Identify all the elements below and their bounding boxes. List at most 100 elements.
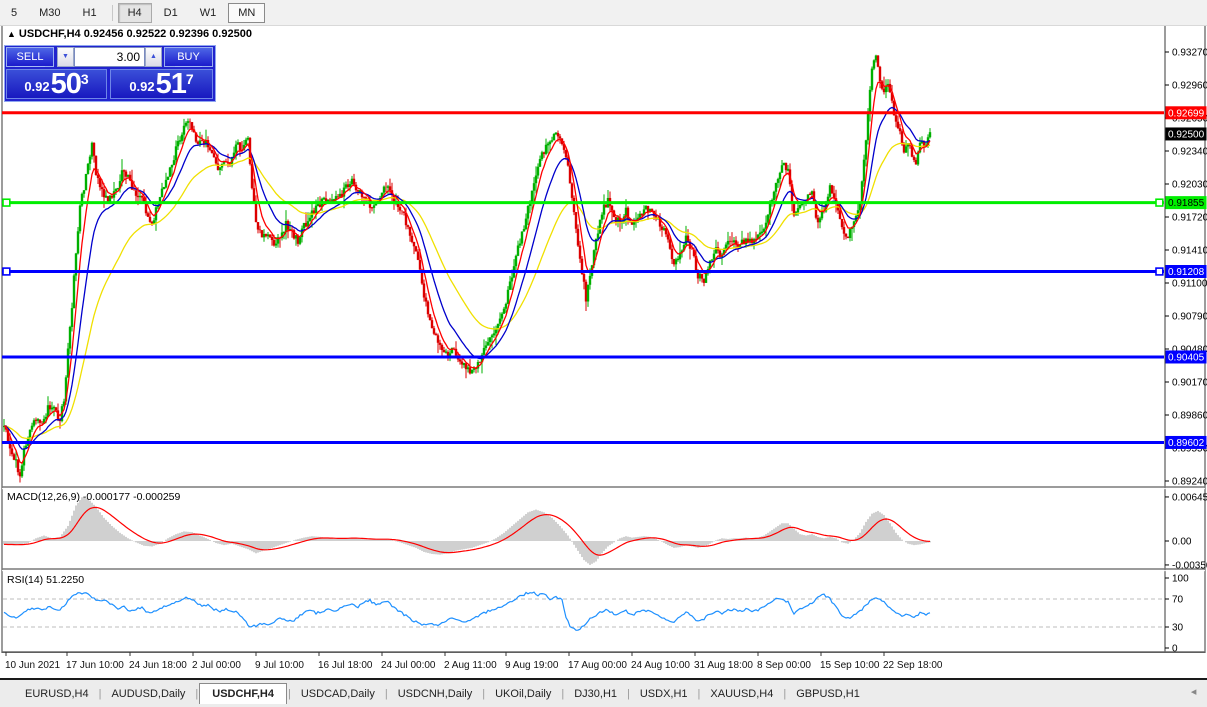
tab-separator: | <box>288 687 291 700</box>
svg-text:9 Aug 19:00: 9 Aug 19:00 <box>505 660 559 671</box>
svg-text:0.90790: 0.90790 <box>1172 312 1207 323</box>
svg-text:0.89550: 0.89550 <box>1172 444 1207 455</box>
rsi-label: RSI(14) 51.2250 <box>7 574 85 586</box>
tab-separator: | <box>482 687 486 700</box>
buy-price-pip: 7 <box>185 71 194 87</box>
svg-text:100: 100 <box>1172 574 1189 585</box>
time-axis: 10 Jun 2021 17 Jun 10:00 24 Jun 18:00 2 Jul… <box>5 652 943 671</box>
svg-text:0.92500: 0.92500 <box>1168 130 1205 141</box>
buy-price-display[interactable]: 0.92 51 7 <box>110 69 213 99</box>
tab-gbpusd-h1[interactable]: GBPUSD,H1 <box>796 687 860 700</box>
svg-text:0.92960: 0.92960 <box>1172 81 1207 92</box>
svg-text:17 Jun 10:00: 17 Jun 10:00 <box>66 660 124 671</box>
svg-text:0.91100: 0.91100 <box>1172 279 1207 290</box>
tab-separator: | <box>98 687 102 700</box>
symbol-marker-icon: ▲ <box>7 29 16 39</box>
volume-decrease-button[interactable]: ▼ <box>57 47 74 67</box>
volume-input[interactable]: 3.00 <box>74 47 145 67</box>
support-line-1-price-label: 0.91208 <box>1165 264 1207 278</box>
svg-text:0.91855: 0.91855 <box>1168 198 1205 209</box>
svg-text:24 Jun 18:00: 24 Jun 18:00 <box>129 660 187 671</box>
support-line-2-price-label: 0.90405 <box>1165 350 1207 364</box>
timeframe-button-m30[interactable]: M30 <box>39 6 61 19</box>
svg-text:8 Sep 00:00: 8 Sep 00:00 <box>757 660 811 671</box>
tab-usdcad-daily[interactable]: USDCAD,Daily <box>300 687 375 700</box>
tab-scroll-left-icon[interactable]: ◂ <box>1190 686 1197 698</box>
support-line-3-price-label: 0.89602 <box>1165 435 1207 449</box>
svg-text:2 Jul 00:00: 2 Jul 00:00 <box>192 660 241 671</box>
tab-audusd-daily[interactable]: AUDUSD,Daily <box>111 687 186 700</box>
buy-button[interactable]: BUY <box>164 47 213 67</box>
sell-price-pip: 3 <box>80 71 89 87</box>
svg-text:24 Jul 00:00: 24 Jul 00:00 <box>381 660 436 671</box>
svg-text:0.90170: 0.90170 <box>1172 378 1207 389</box>
svg-text:15 Sep 10:00: 15 Sep 10:00 <box>820 660 880 671</box>
timeframe-button-w1[interactable]: W1 <box>199 6 217 19</box>
timeframe-button-h1[interactable]: H1 <box>82 6 97 19</box>
chart-symbol: USDCHF,H4 <box>18 28 81 40</box>
sell-price-main: 50 <box>50 68 82 100</box>
tab-usdchf-h4[interactable]: USDCHF,H4 <box>199 683 287 704</box>
tab-separator: | <box>627 687 630 700</box>
svg-text:-0.003507: -0.003507 <box>1172 560 1207 571</box>
price-axis: 0.932700.929600.926500.923400.920300.917… <box>1165 48 1207 655</box>
rsi-line <box>3 591 931 631</box>
symbol-tabbar: EURUSD,H4 | AUDUSD,Daily | USDCHF,H4 | USDCAD,… <box>0 678 1207 707</box>
tab-separator: | <box>697 687 701 700</box>
timeframe-button-d1[interactable]: D1 <box>163 6 178 19</box>
one-click-trade-panel: SELL ▼ 3.00 ▲ BUY 0.92 50 3 0.92 51 7 <box>4 45 216 102</box>
chevron-down-icon: ▼ <box>62 53 69 60</box>
chevron-up-icon: ▲ <box>150 53 157 60</box>
svg-text:0.90480: 0.90480 <box>1172 345 1207 356</box>
svg-text:0.92699: 0.92699 <box>1168 108 1205 119</box>
svg-text:0.92030: 0.92030 <box>1172 180 1207 191</box>
svg-text:0.91720: 0.91720 <box>1172 213 1207 224</box>
svg-text:30: 30 <box>1172 623 1184 634</box>
svg-text:16 Jul 18:00: 16 Jul 18:00 <box>318 660 373 671</box>
macd-area <box>3 497 931 565</box>
timeframe-toolbar: 5 M30 H1 H4 D1 W1 MN <box>0 0 1207 26</box>
chart-title: ▲ USDCHF,H4 0.92456 0.92522 0.92396 0.925… <box>7 28 252 40</box>
svg-text:2 Aug 11:00: 2 Aug 11:00 <box>444 660 497 671</box>
svg-text:0.89860: 0.89860 <box>1172 411 1207 422</box>
support-line-1[interactable] <box>2 267 1164 276</box>
svg-text:0.91410: 0.91410 <box>1172 246 1207 257</box>
timeframe-button-5[interactable]: 5 <box>11 6 18 19</box>
chart-ohlc-values: 0.92456 0.92522 0.92396 0.92500 <box>83 28 252 40</box>
tab-separator: | <box>384 687 388 700</box>
sell-button-label: SELL <box>14 48 46 67</box>
tab-eurusd-h4[interactable]: EURUSD,H4 <box>25 687 89 700</box>
svg-text:0.89240: 0.89240 <box>1172 477 1207 488</box>
svg-text:0.93270: 0.93270 <box>1172 48 1207 59</box>
svg-text:0.92340: 0.92340 <box>1172 147 1207 158</box>
svg-text:31 Aug 18:00: 31 Aug 18:00 <box>694 660 753 671</box>
svg-text:22 Sep 18:00: 22 Sep 18:00 <box>883 660 943 671</box>
svg-text:0.00: 0.00 <box>1172 537 1192 548</box>
pivot-line[interactable] <box>2 198 1164 207</box>
timeframe-button-mn[interactable]: MN <box>228 2 266 23</box>
buy-price-main: 51 <box>155 68 187 100</box>
svg-text:0.006451: 0.006451 <box>1172 492 1207 503</box>
tab-usdcnh-daily[interactable]: USDCNH,Daily <box>397 687 473 700</box>
svg-text:24 Aug 10:00: 24 Aug 10:00 <box>631 660 690 671</box>
candlestick-area <box>3 54 932 483</box>
tab-usdx-h1[interactable]: USDX,H1 <box>639 687 688 700</box>
svg-text:0.90405: 0.90405 <box>1168 353 1205 364</box>
buy-button-label: BUY <box>175 48 202 67</box>
volume-increase-button[interactable]: ▲ <box>145 47 162 67</box>
tab-ukoil-daily[interactable]: UKOil,Daily <box>495 687 552 700</box>
tab-xauusd-h4[interactable]: XAUUSD,H4 <box>710 687 774 700</box>
rsi-area <box>3 591 1163 631</box>
pivot-line-price-label: 0.91855 <box>1165 196 1207 209</box>
sell-price-prefix: 0.92 <box>24 79 50 94</box>
ma-slow-yellow <box>3 142 931 440</box>
svg-text:0: 0 <box>1172 644 1178 655</box>
tab-dj30-h1[interactable]: DJ30,H1 <box>574 687 617 700</box>
timeframe-button-h4[interactable]: H4 <box>117 2 152 23</box>
sell-price-display[interactable]: 0.92 50 3 <box>6 69 107 99</box>
tab-separator: | <box>561 687 565 700</box>
sell-button[interactable]: SELL <box>6 47 54 67</box>
ma-mid-blue <box>3 106 931 450</box>
macd-label: MACD(12,26,9) -0.000177 -0.000259 <box>7 491 181 503</box>
